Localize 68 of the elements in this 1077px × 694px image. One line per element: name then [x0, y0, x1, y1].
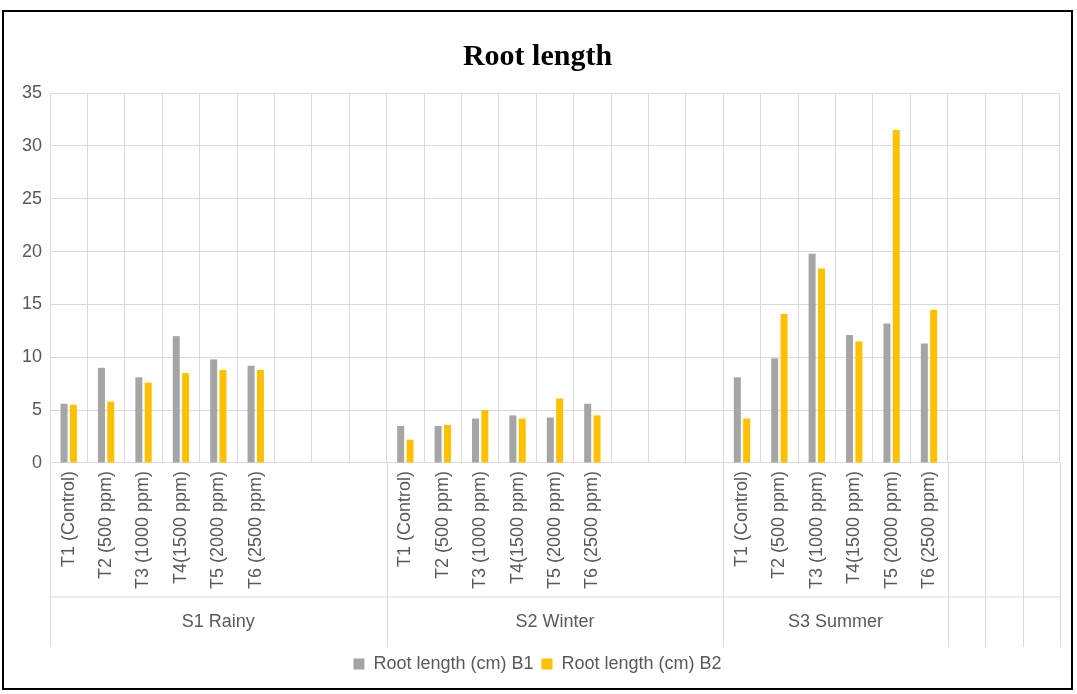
bar [397, 425, 405, 463]
x-tick-label: T1 (Control) [57, 470, 78, 567]
x-tick-label: T5 (2000 ppm) [543, 470, 564, 590]
x-tick-label: T4(1500 ppm) [506, 470, 527, 585]
y-tick-label: 10 [21, 346, 43, 367]
bar [219, 369, 227, 463]
bar [593, 415, 601, 463]
y-tick-label: 25 [21, 187, 43, 208]
bar [434, 425, 442, 463]
bar [518, 418, 526, 463]
y-tick-label: 20 [21, 240, 43, 261]
text: S2 Winter [515, 610, 595, 631]
bar [808, 253, 816, 463]
bar [846, 335, 854, 463]
x-tick-label: T2 (500 ppm) [95, 470, 116, 579]
bar [546, 417, 554, 463]
y-tick-label: 30 [21, 134, 43, 155]
bar [780, 313, 788, 463]
bar [817, 268, 825, 463]
x-tick-label: T2 (500 ppm) [768, 470, 789, 579]
x-tick-label: T6 (2500 ppm) [581, 470, 602, 590]
x-tick-label: T5 (2000 ppm) [880, 470, 901, 590]
bar [256, 369, 264, 463]
bar [855, 341, 863, 463]
x-tick-label: T4(1500 ppm) [169, 470, 190, 585]
x-tick-label: T3 (1000 ppm) [132, 470, 153, 590]
bar [584, 403, 592, 463]
bar [733, 377, 741, 463]
bar [443, 424, 451, 463]
bar [920, 343, 928, 463]
x-tick-label: T1 (Control) [394, 470, 415, 567]
bar [135, 377, 143, 463]
bar [892, 130, 900, 463]
text: S1 Rainy [181, 610, 255, 631]
bar [481, 410, 489, 463]
bar [556, 398, 564, 463]
x-tick-label: T1 (Control) [730, 470, 751, 567]
bar [97, 367, 105, 463]
bar [406, 439, 414, 463]
x-tick-label: T6 (2500 ppm) [244, 470, 265, 590]
bar [182, 373, 190, 463]
bar [930, 309, 938, 463]
bar [144, 382, 152, 463]
bar [771, 358, 779, 463]
bar [210, 359, 218, 463]
x-tick-label: T4(1500 ppm) [843, 470, 864, 585]
bar [107, 401, 115, 463]
y-tick-label: 35 [21, 81, 43, 102]
x-tick-label: T3 (1000 ppm) [805, 470, 826, 590]
legend-label: Root length (cm) B2 [561, 652, 722, 673]
y-tick-label: 5 [32, 399, 43, 420]
x-tick-label: T2 (500 ppm) [431, 470, 452, 579]
x-tick-label: T3 (1000 ppm) [469, 470, 490, 590]
x-tick-label: T6 (2500 ppm) [917, 470, 938, 590]
bar [743, 418, 751, 463]
x-tick-label: T5 (2000 ppm) [207, 470, 228, 590]
bar [172, 336, 180, 463]
chart-title: Root length [462, 37, 613, 71]
bar [509, 415, 517, 463]
y-tick-label: 15 [21, 293, 43, 314]
bar [60, 403, 68, 463]
bar [69, 404, 77, 463]
text: S3 Summer [787, 610, 884, 631]
legend-label: Root length (cm) B1 [373, 652, 534, 673]
bar [883, 323, 891, 463]
bar [471, 418, 479, 463]
y-tick-label: 0 [32, 451, 43, 472]
bar [247, 365, 255, 463]
